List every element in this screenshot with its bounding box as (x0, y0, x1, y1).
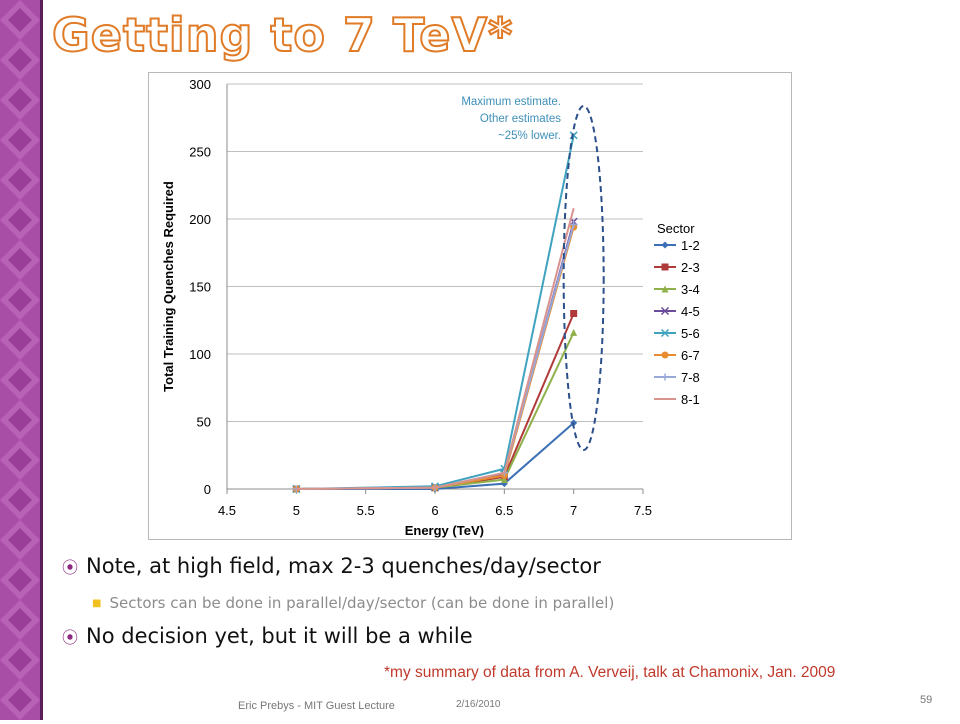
legend-label: 4-5 (681, 304, 700, 319)
data-point (570, 328, 578, 336)
legend-label: 5-6 (681, 326, 700, 341)
legend-marker (660, 328, 670, 338)
series-line-1-2 (296, 422, 575, 490)
data-point (500, 476, 508, 484)
annotation-line: Maximum estimate. (461, 96, 561, 108)
legend-marker (661, 241, 669, 249)
y-tick-label: 100 (189, 347, 211, 362)
source-note: *my summary of data from A. Verveij, tal… (384, 664, 836, 681)
x-tick-label: 5.5 (357, 503, 375, 518)
square-bullet-icon: ■ (92, 598, 102, 609)
series-line-7-8 (296, 224, 575, 490)
legend-label: 1-2 (681, 238, 700, 253)
diamond-pattern (0, 0, 40, 720)
sub-bullet-1: ■ Sectors can be done in parallel/day/sec… (92, 594, 614, 612)
y-tick-label: 250 (189, 145, 211, 160)
x-tick-label: 7 (570, 503, 577, 518)
axes (226, 84, 644, 494)
x-tick-label: 5 (293, 503, 300, 518)
footer-date: 2/16/2010 (456, 699, 501, 710)
bullet-1: ⦿ Note, at high field, max 2-3 quenches/d… (62, 554, 601, 578)
bullet-2: ⦿ No decision yet, but it will be a while (62, 624, 473, 648)
y-tick-label: 50 (197, 415, 211, 430)
y-tick-labels: 0 50 100 150 200 250 300 (189, 77, 211, 497)
x-tick-labels: 4.5 5 5.5 6 6.5 7 7.5 (218, 503, 652, 518)
annotation-line: ~25% lower. (498, 130, 561, 142)
legend-label: 3-4 (681, 282, 700, 297)
line-chart: 0 50 100 150 200 250 300 4.5 5 5.5 6 6.5 7 7.5 Total… (161, 77, 700, 538)
y-axis-label: Total Training Quenches Required (161, 181, 176, 392)
legend-label: 6-7 (681, 348, 700, 363)
footer-author: Eric Prebys - MIT Guest Lecture (238, 700, 395, 712)
grid-lines (227, 83, 643, 422)
series-line-5-6 (296, 135, 575, 490)
legend-label: 2-3 (681, 260, 700, 275)
x-tick-label: 6.5 (495, 503, 513, 518)
series-lines (292, 131, 578, 494)
series-line-8-1 (296, 207, 575, 490)
x-tick-label: 7.5 (634, 503, 652, 518)
bullet-text: Note, at high field, max 2-3 quenches/da… (86, 554, 601, 578)
series-line-6-7 (296, 226, 575, 490)
annotation-ellipse (562, 105, 605, 451)
legend-label: 8-1 (681, 392, 700, 407)
data-point (570, 310, 578, 317)
x-tick-label: 4.5 (218, 503, 236, 518)
legend-marker (660, 306, 670, 316)
legend-label: 7-8 (681, 370, 700, 385)
sidebar-edge (40, 0, 43, 720)
legend-marker (661, 263, 669, 271)
y-tick-label: 150 (189, 280, 211, 295)
legend-marker (661, 285, 669, 293)
data-point (570, 220, 578, 228)
annotation-text: Maximum estimate. Other estimates ~25% low… (461, 96, 561, 142)
legend-marker (661, 373, 669, 381)
bullet-marker-icon: ⦿ (62, 628, 79, 647)
series-line-4-5 (296, 221, 575, 490)
legend-marker (661, 351, 669, 359)
sub-bullet-text: Sectors can be done in parallel/day/sect… (109, 594, 615, 612)
y-tick-label: 0 (204, 482, 211, 497)
y-tick-label: 200 (189, 212, 211, 227)
bullet-marker-icon: ⦿ (62, 558, 79, 577)
page-number: 59 (920, 694, 933, 706)
y-tick-label: 300 (189, 77, 211, 92)
sidebar-decoration (0, 0, 40, 720)
x-tick-label: 6 (431, 503, 438, 518)
chart-frame: 0 50 100 150 200 250 300 4.5 5 5.5 6 6.5 7 7.5 Total… (148, 72, 792, 540)
legend: 1-2 2-3 3-4 4-5 5-6 6-7 7-8 8-1 (654, 238, 700, 407)
legend-title: Sector (657, 221, 695, 236)
x-axis-label: Energy (TeV) (405, 523, 484, 538)
slide-title: Getting to 7 TeV* (51, 7, 514, 63)
annotation-line: Other estimates (480, 113, 561, 125)
bullet-text: No decision yet, but it will be a while (86, 624, 473, 648)
